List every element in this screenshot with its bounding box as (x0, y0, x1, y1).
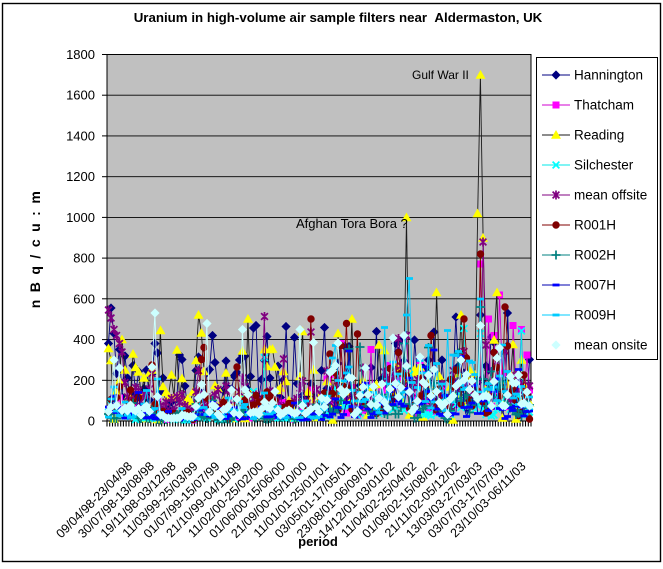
svg-text:800: 800 (73, 251, 95, 266)
svg-text:Reading: Reading (574, 128, 624, 143)
svg-text:Hannington: Hannington (574, 68, 643, 83)
svg-text:R001H: R001H (574, 218, 616, 233)
svg-text:R002H: R002H (574, 248, 616, 263)
svg-text:nBq/cu:m: nBq/cu:m (27, 184, 43, 309)
svg-text:R009H: R009H (574, 308, 616, 323)
svg-text:Gulf War II: Gulf War II (412, 68, 469, 82)
svg-text:1400: 1400 (66, 128, 95, 143)
svg-text:1800: 1800 (66, 47, 95, 62)
svg-text:200: 200 (73, 373, 95, 388)
svg-text:Uranium in high-volume air sam: Uranium in high-volume air sample filter… (134, 10, 543, 25)
svg-text:600: 600 (73, 291, 95, 306)
svg-text:mean onsite: mean onsite (574, 338, 648, 353)
svg-text:1000: 1000 (66, 210, 95, 225)
svg-text:period: period (298, 534, 338, 549)
svg-text:mean offsite: mean offsite (574, 188, 647, 203)
svg-text:R007H: R007H (574, 278, 616, 293)
svg-text:400: 400 (73, 332, 95, 347)
svg-text:0: 0 (88, 414, 95, 429)
svg-text:Afghan Tora Bora ?: Afghan Tora Bora ? (296, 216, 408, 231)
svg-text:Silchester: Silchester (574, 158, 634, 173)
svg-text:Thatcham: Thatcham (574, 98, 634, 113)
svg-text:1200: 1200 (66, 169, 95, 184)
svg-text:1600: 1600 (66, 88, 95, 103)
